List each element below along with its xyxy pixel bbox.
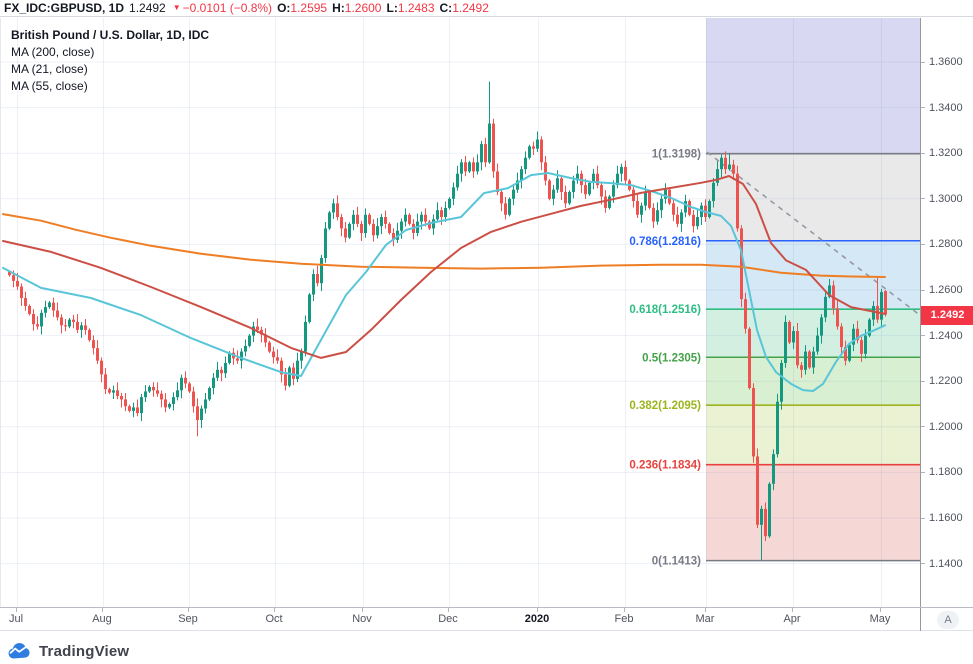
ohlc-label: C: [439, 1, 453, 15]
price-tick-label: 1.3000 [929, 192, 963, 205]
time-label: Oct [265, 613, 283, 625]
brand-name: TradingView [39, 642, 130, 660]
svg-text:0(1.1413): 0(1.1413) [652, 556, 701, 568]
time-label: Feb [614, 613, 634, 625]
price-tick [921, 107, 925, 108]
time-tick [537, 608, 538, 612]
time-label: May [869, 613, 891, 625]
time-tick [274, 608, 275, 612]
axis-settings-button[interactable]: A [937, 611, 959, 629]
last-price-tag: 1.2492 [921, 305, 973, 325]
svg-text:0.236(1.1834): 0.236(1.1834) [629, 460, 701, 472]
time-label: Nov [352, 613, 372, 625]
price-tick [921, 290, 925, 291]
gridlines [1, 18, 921, 607]
price-chart[interactable]: 1(1.3198) 0.786(1.2816) 0.618(1.2516) 0.5(1… [1, 18, 922, 607]
price-tick [921, 426, 925, 427]
symbol-info-bar: FX_IDC:GBPUSD, 1D 1.2492 ▼ −0.0101 (−0.8… [0, 0, 973, 17]
ohlc-values: O:1.2595 H:1.2600 L:1.2483 C:1.2492 [277, 1, 494, 15]
price-tick-label: 1.3200 [929, 147, 963, 160]
time-tick [362, 608, 363, 612]
price-tick-label: 1.1400 [929, 557, 963, 570]
price-tick [921, 244, 925, 245]
ohlc-value: 1.2600 [344, 1, 382, 15]
price-tick [921, 563, 925, 564]
down-triangle-icon: ▼ [172, 2, 181, 12]
time-label: Sep [178, 613, 198, 625]
time-label: Dec [438, 613, 458, 625]
price-tick [921, 153, 925, 154]
time-tick [448, 608, 449, 612]
price-tick-label: 1.2600 [929, 284, 963, 296]
price-tick [921, 518, 925, 519]
price-axis[interactable]: 1.3600 1.3400 1.3200 1.3000 1.2800 1.2600 1.24… [920, 18, 973, 607]
price-change: −0.0101 (−0.8%) [182, 1, 273, 15]
ma-line [2, 213, 886, 278]
ohlc-value: 1.2595 [290, 1, 328, 15]
price-tick-label: 1.2200 [929, 375, 963, 388]
price-tick [921, 472, 925, 473]
candlestick-series [8, 81, 887, 561]
time-label: Jul [8, 613, 24, 625]
time-tick [624, 608, 625, 612]
axis-corner-divider [920, 608, 921, 631]
time-tick [880, 608, 881, 612]
time-tick [188, 608, 189, 612]
time-label: Apr [783, 613, 801, 625]
price-tick [921, 198, 925, 199]
price-tick [921, 62, 925, 63]
svg-text:1(1.3198): 1(1.3198) [652, 149, 701, 161]
time-tick [16, 608, 17, 612]
ohlc-value: 1.2483 [397, 1, 435, 15]
footer: TradingView [0, 632, 973, 664]
tradingview-cloud-icon [8, 643, 30, 659]
price-tick-label: 1.3400 [929, 101, 963, 114]
price-tick [921, 335, 925, 336]
price-tick-label: 1.3600 [929, 56, 963, 68]
chart-legend: British Pound / U.S. Dollar, 1D, IDC MA … [11, 26, 209, 95]
time-tick [705, 608, 706, 612]
ma-line [2, 172, 886, 392]
ohlc-value: 1.2492 [452, 1, 489, 15]
svg-text:0.786(1.2816): 0.786(1.2816) [629, 236, 701, 248]
last-price: 1.2492 [129, 1, 166, 15]
time-tick [102, 608, 103, 612]
time-label: Aug [92, 613, 112, 625]
ohlc-label: O: [277, 1, 291, 15]
price-tick [921, 381, 925, 382]
legend-title[interactable]: British Pound / U.S. Dollar, 1D, IDC [11, 28, 210, 42]
price-tick-label: 1.2000 [929, 420, 963, 433]
svg-text:0.5(1.2305): 0.5(1.2305) [642, 352, 701, 364]
ohlc-label: L: [386, 1, 398, 15]
legend-indicator[interactable]: MA (55, close) [11, 79, 88, 93]
price-tick-label: 1.1600 [929, 512, 963, 524]
fib-bands [706, 18, 921, 561]
price-tick-label: 1.1800 [929, 466, 963, 479]
chart-pane[interactable]: 1(1.3198) 0.786(1.2816) 0.618(1.2516) 0.5(1… [0, 18, 922, 607]
fib-labels: 1(1.3198) 0.786(1.2816) 0.618(1.2516) 0.5(1… [629, 149, 701, 568]
symbol-name[interactable]: FX_IDC:GBPUSD, 1D [4, 1, 125, 15]
price-tick-label: 1.2400 [929, 329, 963, 342]
svg-text:0.618(1.2516): 0.618(1.2516) [629, 304, 701, 316]
time-tick [792, 608, 793, 612]
time-label: Mar [695, 613, 715, 625]
svg-text:0.382(1.2095): 0.382(1.2095) [629, 400, 701, 412]
tradingview-logo[interactable]: TradingView [6, 642, 129, 660]
price-tick-label: 1.2800 [929, 238, 963, 251]
time-axis[interactable]: A Jul Aug Sep Oct Nov Dec 2020 Feb Mar Apr May [0, 607, 973, 631]
trendline [706, 151, 922, 317]
ma-line [2, 175, 886, 359]
legend-indicator[interactable]: MA (21, close) [11, 62, 88, 76]
ohlc-label: H: [332, 1, 345, 15]
time-label: 2020 [524, 613, 550, 625]
legend-indicator[interactable]: MA (200, close) [11, 45, 95, 59]
